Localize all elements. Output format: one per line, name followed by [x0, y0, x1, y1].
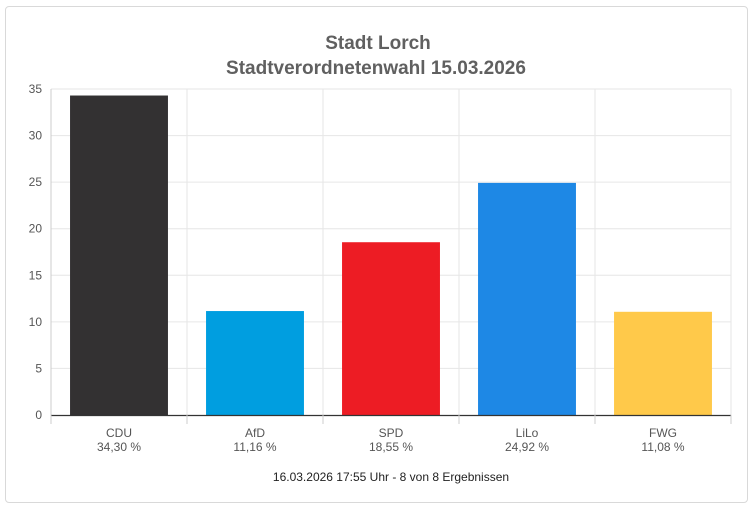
y-axis: 0 5 10 15 20 25 30 35	[29, 82, 52, 422]
y-tick-label: 10	[29, 315, 43, 329]
y-tick-label: 15	[29, 268, 43, 282]
bar-lilo	[478, 182, 576, 415]
y-tick-label: 30	[29, 129, 43, 143]
bar-fwg	[614, 311, 712, 415]
y-tick-label: 0	[35, 408, 42, 422]
x-tick-label: SPD	[379, 426, 404, 440]
x-value-label: 11,08 %	[641, 440, 684, 454]
x-tick-label: CDU	[106, 426, 132, 440]
y-tick-label: 20	[29, 222, 43, 236]
x-value-label: 24,92 %	[505, 440, 549, 454]
y-tick-label: 35	[29, 82, 43, 96]
footer-status: 16.03.2026 17:55 Uhr - 8 von 8 Ergebniss…	[273, 470, 509, 484]
bar-spd	[342, 242, 440, 415]
x-value-label: 11,16 %	[233, 440, 276, 454]
chart-subtitle: Stadtverordnetenwahl 15.03.2026	[226, 58, 526, 79]
x-tick-label: LiLo	[516, 426, 539, 440]
bar-cdu	[70, 95, 168, 416]
y-tick-label: 5	[35, 361, 42, 375]
x-value-label: 34,30 %	[97, 440, 141, 454]
chart-title: Stadt Lorch	[325, 33, 431, 54]
bar-afd	[206, 311, 304, 415]
x-value-label: 18,55 %	[369, 440, 413, 454]
x-tick-label: FWG	[649, 426, 677, 440]
y-tick-label: 25	[29, 175, 43, 189]
bars-group	[70, 95, 712, 416]
x-tick-label: AfD	[245, 426, 265, 440]
